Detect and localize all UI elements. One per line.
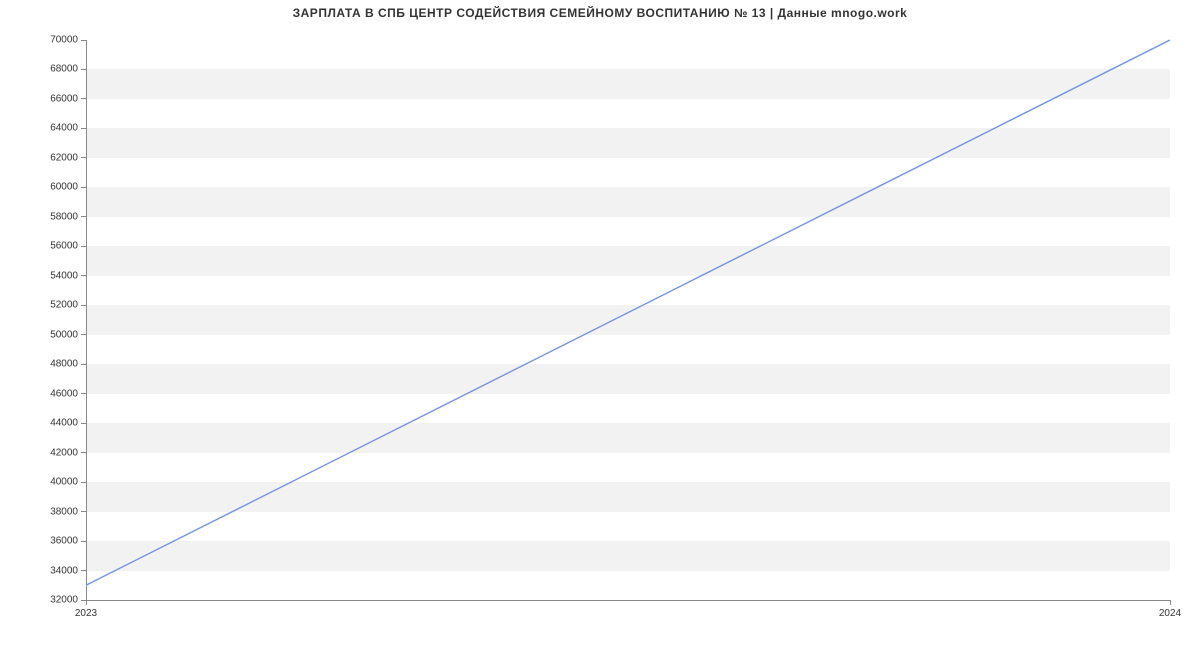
y-tick-label: 58000	[18, 211, 78, 222]
y-tick-label: 32000	[18, 595, 78, 606]
salary-line-chart: ЗАРПЛАТА В СПБ ЦЕНТР СОДЕЙСТВИЯ СЕМЕЙНОМ…	[0, 0, 1200, 650]
x-tick-label: 2023	[75, 608, 97, 619]
plot-area: 3200034000360003800040000420004400046000…	[86, 40, 1170, 600]
y-tick-label: 70000	[18, 35, 78, 46]
y-tick-label: 44000	[18, 418, 78, 429]
chart-title: ЗАРПЛАТА В СПБ ЦЕНТР СОДЕЙСТВИЯ СЕМЕЙНОМ…	[0, 6, 1200, 20]
y-tick-label: 38000	[18, 506, 78, 517]
x-tick-label: 2024	[1159, 608, 1181, 619]
y-tick-label: 42000	[18, 447, 78, 458]
y-tick-label: 48000	[18, 359, 78, 370]
y-tick-label: 34000	[18, 565, 78, 576]
y-tick-label: 64000	[18, 123, 78, 134]
x-tick	[1170, 600, 1171, 605]
y-tick-label: 46000	[18, 388, 78, 399]
y-tick-label: 56000	[18, 241, 78, 252]
y-tick-label: 50000	[18, 329, 78, 340]
y-tick-label: 62000	[18, 152, 78, 163]
y-tick-label: 36000	[18, 536, 78, 547]
y-tick-label: 66000	[18, 93, 78, 104]
y-tick-label: 52000	[18, 300, 78, 311]
y-tick-label: 40000	[18, 477, 78, 488]
y-tick-label: 68000	[18, 64, 78, 75]
y-tick-label: 54000	[18, 270, 78, 281]
x-axis	[86, 600, 1170, 601]
x-tick	[86, 600, 87, 605]
y-tick-label: 60000	[18, 182, 78, 193]
line-layer	[86, 40, 1170, 600]
series-salary	[86, 40, 1170, 585]
